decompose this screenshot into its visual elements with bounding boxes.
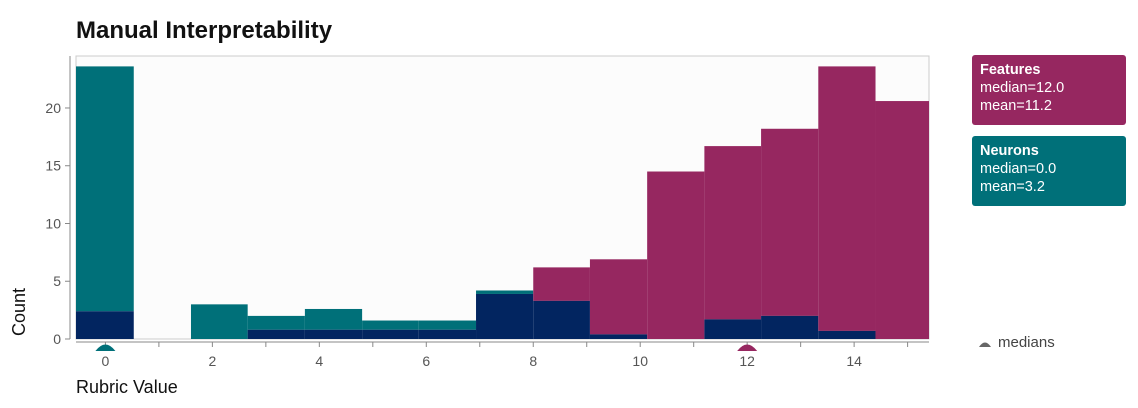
legend-neurons-median: median=0.0 — [980, 161, 1057, 177]
neurons-bar — [476, 290, 534, 294]
y-tick-label: 15 — [45, 158, 61, 174]
legend-features-median: median=12.0 — [980, 80, 1065, 96]
y-tick-label: 10 — [45, 215, 61, 231]
medians-legend: medians — [978, 334, 1055, 351]
overlap-bar — [533, 300, 590, 339]
features-median-marker — [737, 344, 758, 351]
features-bar — [704, 146, 762, 320]
median-marker-icon — [979, 342, 991, 348]
neurons-bar — [304, 308, 363, 330]
legend-neurons: Neurons median=0.0 mean=3.2 — [972, 136, 1126, 206]
medians-layer — [95, 344, 758, 351]
features-bar — [533, 267, 590, 301]
y-axis-label: Count — [9, 288, 29, 336]
x-tick-label: 4 — [315, 353, 323, 369]
y-tick-label: 20 — [45, 100, 61, 116]
overlap-bar — [418, 329, 477, 339]
x-tick-label: 2 — [208, 353, 216, 369]
legend-features-mean: mean=11.2 — [980, 98, 1052, 114]
legend-features-title: Features — [980, 62, 1041, 78]
x-axis-label: Rubric Value — [76, 377, 178, 397]
neurons-median-marker — [95, 344, 116, 351]
axes-layer: 0 2 4 6 8 10 12 14 0 5 10 15 20 — [45, 56, 929, 369]
features-bar — [818, 66, 876, 331]
neurons-bar — [190, 304, 248, 339]
chart-title: Manual Interpretability — [76, 17, 333, 44]
x-tick-label: 0 — [102, 353, 110, 369]
overlap-bar — [247, 329, 305, 339]
overlap-bar — [589, 334, 648, 339]
features-bar — [647, 171, 705, 339]
overlap-bar — [76, 311, 134, 339]
features-bar — [761, 128, 819, 316]
features-bar — [589, 259, 648, 335]
overlap-bar — [818, 330, 876, 339]
x-tick-label: 8 — [529, 353, 537, 369]
y-tick-label: 5 — [53, 273, 61, 289]
x-tick-label: 14 — [846, 353, 862, 369]
medians-legend-label: medians — [998, 334, 1055, 351]
overlap-bar — [704, 319, 762, 339]
overlap-bar — [304, 329, 363, 339]
overlap-bar — [362, 329, 419, 339]
x-tick-label: 6 — [422, 353, 430, 369]
neurons-bar — [418, 320, 477, 330]
x-tick-label: 10 — [632, 353, 648, 369]
neurons-bar — [76, 66, 134, 312]
neurons-bar — [362, 320, 419, 330]
bars-layer — [76, 66, 929, 339]
legend-neurons-title: Neurons — [980, 143, 1039, 159]
legend-features: Features median=12.0 mean=11.2 — [972, 55, 1126, 125]
overlap-bar — [761, 315, 819, 339]
x-tick-label: 12 — [739, 353, 755, 369]
y-tick-label: 0 — [53, 331, 61, 347]
features-bar — [875, 101, 929, 339]
legend-neurons-mean: mean=3.2 — [980, 179, 1045, 195]
overlap-bar — [476, 293, 534, 339]
neurons-bar — [247, 315, 305, 330]
